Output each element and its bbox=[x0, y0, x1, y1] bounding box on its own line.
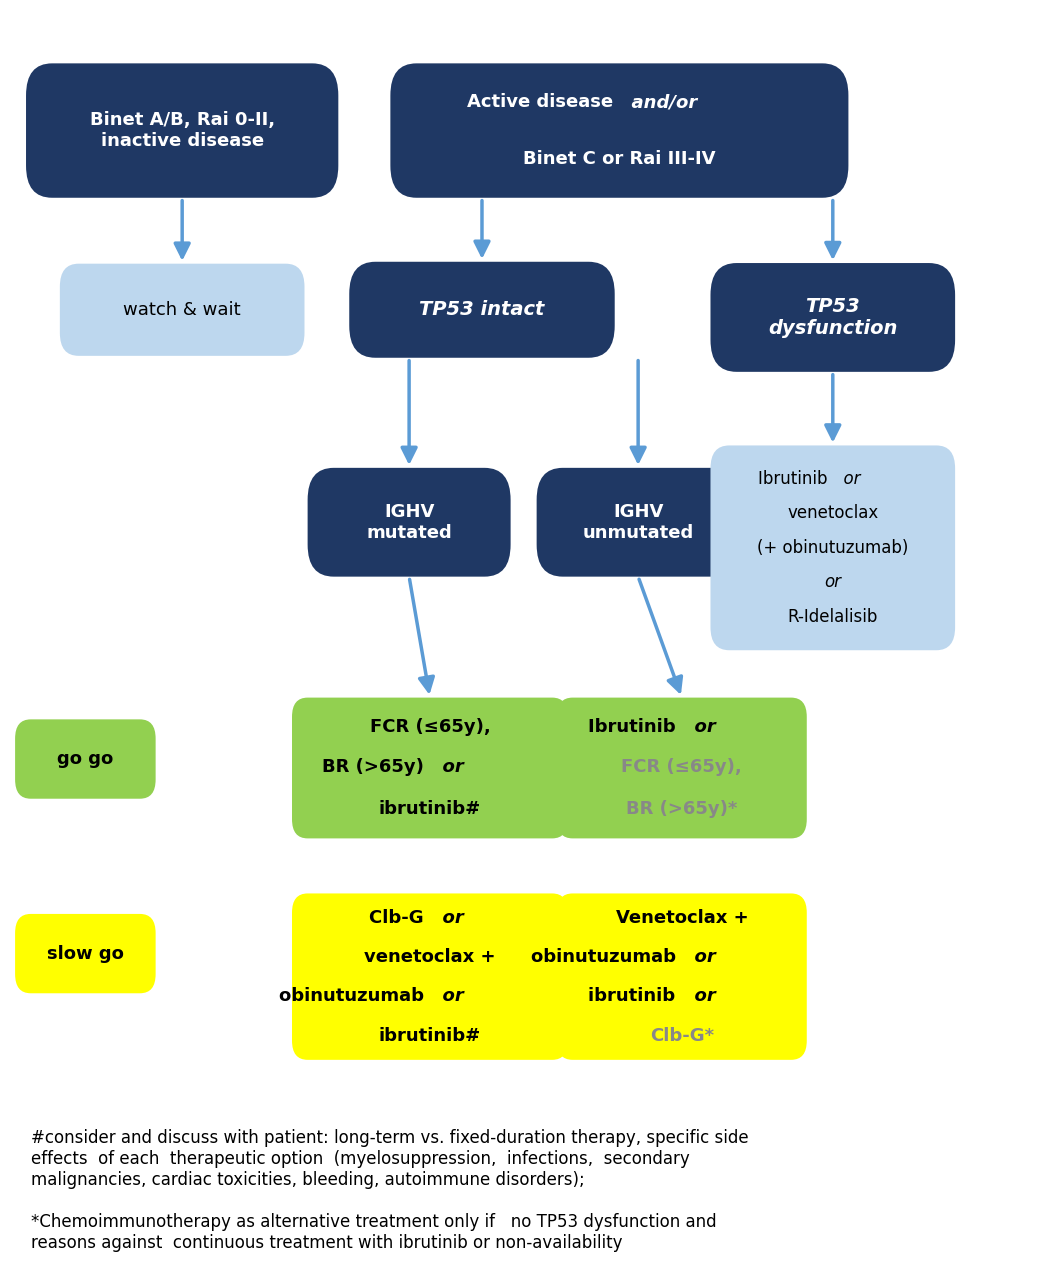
Text: BR (>65y)*: BR (>65y)* bbox=[627, 800, 737, 818]
Text: slow go: slow go bbox=[47, 945, 124, 963]
Text: or: or bbox=[682, 948, 715, 966]
Text: or: or bbox=[682, 987, 715, 1005]
Text: IGHV
mutated: IGHV mutated bbox=[366, 503, 452, 541]
FancyBboxPatch shape bbox=[710, 264, 956, 372]
Text: TP53
dysfunction: TP53 dysfunction bbox=[768, 297, 897, 338]
Text: FCR (≤65y),: FCR (≤65y), bbox=[370, 718, 490, 736]
FancyBboxPatch shape bbox=[59, 264, 304, 356]
FancyBboxPatch shape bbox=[557, 698, 807, 838]
Text: (+ obinutuzumab): (+ obinutuzumab) bbox=[757, 539, 909, 557]
Text: obinutuzumab: obinutuzumab bbox=[531, 948, 682, 966]
FancyBboxPatch shape bbox=[308, 468, 510, 576]
FancyBboxPatch shape bbox=[537, 468, 739, 576]
Text: or: or bbox=[833, 470, 860, 488]
Text: venetoclax: venetoclax bbox=[787, 504, 879, 522]
FancyBboxPatch shape bbox=[291, 893, 568, 1060]
Text: ibrutinib#: ibrutinib# bbox=[379, 1027, 481, 1044]
FancyBboxPatch shape bbox=[557, 893, 807, 1060]
Text: Ibrutinib: Ibrutinib bbox=[588, 718, 682, 736]
Text: FCR (≤65y),: FCR (≤65y), bbox=[621, 758, 742, 776]
Text: Clb-G: Clb-G bbox=[370, 909, 430, 927]
Text: or: or bbox=[430, 909, 463, 927]
Text: and/or: and/or bbox=[619, 93, 697, 111]
Text: Active disease: Active disease bbox=[467, 93, 619, 111]
Text: go go: go go bbox=[57, 750, 113, 768]
Text: or: or bbox=[430, 758, 463, 776]
Text: IGHV
unmutated: IGHV unmutated bbox=[583, 503, 693, 541]
Text: TP53 intact: TP53 intact bbox=[420, 301, 544, 319]
Text: Ibrutinib: Ibrutinib bbox=[758, 470, 833, 488]
FancyBboxPatch shape bbox=[390, 64, 848, 198]
Text: or: or bbox=[824, 573, 841, 591]
FancyBboxPatch shape bbox=[15, 719, 156, 799]
FancyBboxPatch shape bbox=[15, 914, 156, 993]
Text: ibrutinib#: ibrutinib# bbox=[379, 800, 481, 818]
FancyBboxPatch shape bbox=[291, 698, 568, 838]
Text: Binet A/B, Rai 0-II,
inactive disease: Binet A/B, Rai 0-II, inactive disease bbox=[90, 111, 275, 150]
FancyBboxPatch shape bbox=[350, 262, 614, 358]
Text: ibrutinib: ibrutinib bbox=[588, 987, 682, 1005]
Text: BR (>65y): BR (>65y) bbox=[322, 758, 430, 776]
Text: obinutuzumab: obinutuzumab bbox=[279, 987, 430, 1005]
FancyBboxPatch shape bbox=[26, 64, 338, 198]
Text: #consider and discuss with patient: long-term vs. fixed-duration therapy, specif: #consider and discuss with patient: long… bbox=[31, 1129, 748, 1189]
Text: Binet C or Rai III-IV: Binet C or Rai III-IV bbox=[524, 150, 715, 168]
Text: watch & wait: watch & wait bbox=[124, 301, 240, 319]
Text: Clb-G*: Clb-G* bbox=[650, 1027, 714, 1044]
Text: or: or bbox=[682, 718, 715, 736]
Text: or: or bbox=[430, 987, 463, 1005]
Text: Venetoclax +: Venetoclax + bbox=[615, 909, 748, 927]
Text: venetoclax +: venetoclax + bbox=[364, 948, 496, 966]
Text: R-Idelalisib: R-Idelalisib bbox=[788, 608, 878, 626]
Text: *Chemoimmunotherapy as alternative treatment only if   no TP53 dysfunction and
r: *Chemoimmunotherapy as alternative treat… bbox=[31, 1213, 717, 1252]
FancyBboxPatch shape bbox=[710, 445, 956, 650]
